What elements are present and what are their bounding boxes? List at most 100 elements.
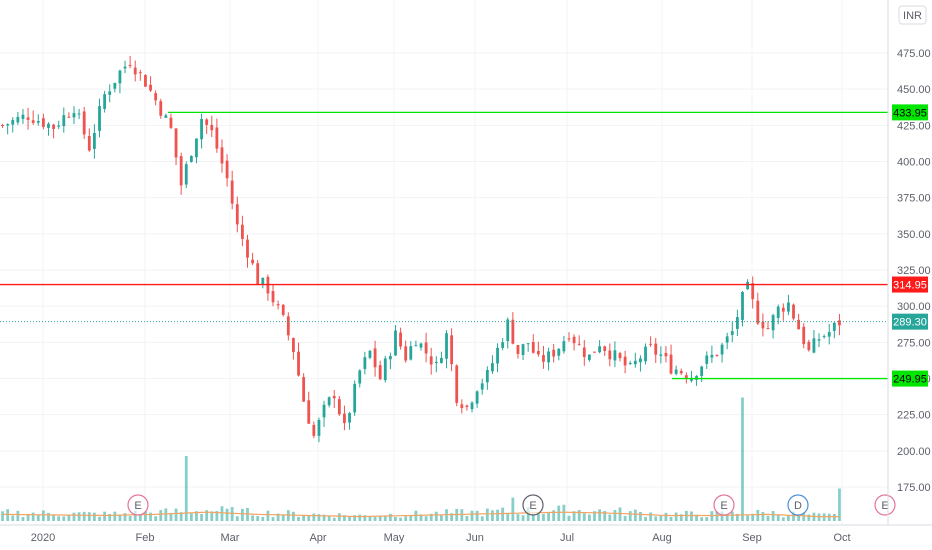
candle[interactable] [26,107,30,130]
candle[interactable] [215,118,219,153]
candle[interactable] [307,391,311,424]
event-marker[interactable]: D [787,494,809,516]
candle[interactable] [440,351,443,364]
candle[interactable] [480,378,484,395]
candle[interactable] [388,352,392,370]
candle[interactable] [577,335,581,346]
candle[interactable] [31,110,35,125]
candle[interactable] [521,343,525,361]
candle[interactable] [297,342,300,377]
candle[interactable] [547,347,550,371]
candle[interactable] [587,354,591,362]
candle[interactable] [205,118,209,135]
candle[interactable] [1,123,4,128]
candle[interactable] [302,373,306,402]
candle[interactable] [756,292,760,325]
candle[interactable] [383,355,387,383]
candle[interactable] [353,380,357,416]
event-marker[interactable]: E [522,494,544,516]
candle[interactable] [838,313,841,336]
candle[interactable] [118,69,122,94]
candle[interactable] [373,340,377,377]
currency-badge[interactable]: INR [898,5,927,25]
candle[interactable] [179,152,183,195]
candle[interactable] [246,234,249,268]
candle[interactable] [730,321,734,343]
candle[interactable] [21,109,25,124]
candle[interactable] [501,337,505,351]
candle[interactable] [123,60,127,74]
candle[interactable] [108,84,112,103]
candle[interactable] [41,113,45,130]
candle[interactable] [184,161,188,189]
candle[interactable] [429,347,433,375]
candle[interactable] [133,60,137,82]
candle[interactable] [67,112,71,118]
candle[interactable] [195,138,198,164]
candle[interactable] [511,312,515,345]
candle[interactable] [552,343,556,363]
candle[interactable] [735,309,739,337]
candle[interactable] [409,341,413,361]
candle[interactable] [598,340,602,354]
event-marker[interactable]: E [874,494,896,516]
candle[interactable] [674,365,678,376]
candle[interactable] [358,369,362,388]
candle[interactable] [776,304,780,325]
candle[interactable] [491,355,494,374]
candle[interactable] [445,330,448,369]
candle[interactable] [82,106,86,139]
candle[interactable] [343,405,346,431]
candle[interactable] [526,342,530,352]
candle[interactable] [608,343,612,367]
candle[interactable] [832,321,836,339]
candle[interactable] [348,411,351,430]
candle[interactable] [235,196,239,233]
candle[interactable] [424,332,428,363]
candle[interactable] [286,312,290,341]
candle[interactable] [312,421,316,439]
candle[interactable] [690,370,693,383]
candle[interactable] [460,399,464,414]
candle[interactable] [761,313,765,337]
candle[interactable] [256,260,260,285]
horizontal-levels[interactable] [0,111,888,380]
candle[interactable] [337,395,341,416]
candle[interactable] [174,128,178,166]
candle[interactable] [399,327,402,350]
candle[interactable] [200,113,203,149]
event-marker[interactable]: E [127,494,149,516]
candle[interactable] [378,360,382,381]
candle[interactable] [822,334,826,339]
candle[interactable] [562,335,566,354]
candle[interactable] [154,90,158,106]
candle[interactable] [659,346,663,364]
candle[interactable] [62,107,66,133]
candle[interactable] [57,120,61,130]
candle[interactable] [450,328,454,372]
candle[interactable] [787,294,790,316]
candle[interactable] [582,340,586,366]
candle[interactable] [807,339,811,352]
candle[interactable] [506,317,510,349]
candle[interactable] [230,170,234,210]
candle[interactable] [47,122,50,136]
candle[interactable] [414,340,418,347]
candle[interactable] [623,350,627,374]
candle[interactable] [327,396,331,408]
candle[interactable] [771,313,775,339]
candle[interactable] [542,345,545,369]
candle[interactable] [802,323,806,349]
candle[interactable] [603,345,607,356]
candle[interactable] [266,274,270,301]
candle[interactable] [363,351,367,375]
candle[interactable] [404,340,408,363]
candlesticks[interactable] [1,55,841,443]
candle[interactable] [103,90,107,113]
candle[interactable] [531,334,535,354]
candle[interactable] [332,390,336,409]
candle[interactable] [455,364,459,407]
candle[interactable] [485,366,489,390]
candle[interactable] [475,390,479,408]
candle[interactable] [516,344,520,359]
